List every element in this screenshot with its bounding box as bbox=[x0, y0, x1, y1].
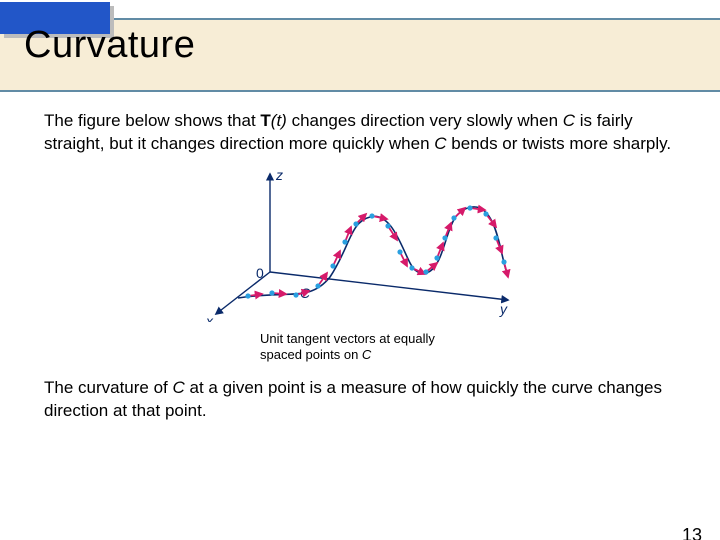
slide: Curvature The figure below shows that T(… bbox=[0, 18, 720, 540]
p1-C1: C bbox=[563, 111, 575, 130]
p1-mid: changes direction very slowly when bbox=[287, 111, 563, 130]
svg-text:z: z bbox=[275, 167, 283, 183]
p2-C: C bbox=[173, 378, 185, 397]
p1-T: T bbox=[260, 111, 270, 130]
p1-C2: C bbox=[434, 134, 446, 153]
paragraph-2: The curvature of C at a given point is a… bbox=[44, 377, 676, 423]
caption-line2: spaced points on bbox=[260, 347, 362, 362]
paragraph-1: The figure below shows that T(t) changes… bbox=[44, 110, 676, 156]
p2-pre: The curvature of bbox=[44, 378, 173, 397]
svg-text:x: x bbox=[205, 313, 214, 322]
figure-caption: Unit tangent vectors at equally spaced p… bbox=[180, 331, 540, 364]
svg-text:y: y bbox=[499, 301, 508, 317]
page-title: Curvature bbox=[24, 24, 195, 67]
p1-pre: The figure below shows that bbox=[44, 111, 260, 130]
p1-end: bends or twists more sharply. bbox=[447, 134, 672, 153]
figure: z y x 0 C Unit tangent vectors at equally sp… bbox=[0, 162, 720, 364]
page-number: 13 bbox=[682, 525, 702, 540]
curve-diagram: zyx0C bbox=[200, 162, 520, 322]
svg-text:0: 0 bbox=[256, 265, 264, 281]
title-band: Curvature bbox=[0, 18, 720, 92]
caption-C: C bbox=[362, 347, 371, 362]
caption-line1: Unit tangent vectors at equally bbox=[260, 331, 435, 346]
p1-t: (t) bbox=[271, 111, 287, 130]
